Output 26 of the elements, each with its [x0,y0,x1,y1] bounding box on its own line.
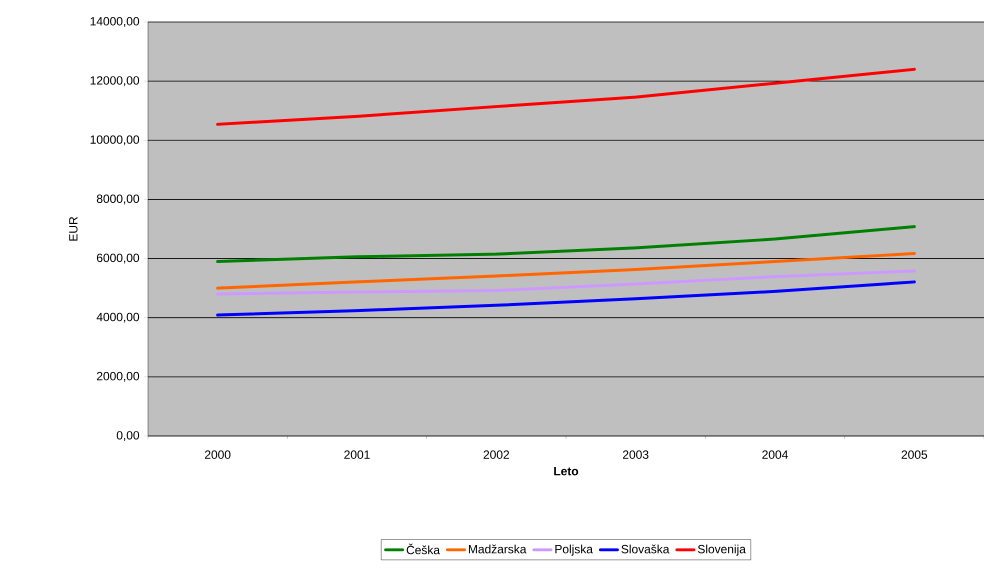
legend-label: Madžarska [468,544,526,554]
y-axis-title: EUR [69,216,78,241]
line-series [216,225,916,264]
x-tick-label: 2001 [344,450,370,459]
y-tick-label: 4000,00 [96,312,140,323]
line-series [216,252,916,290]
y-tick-label: 2000,00 [96,372,140,382]
x-tick-label: 2000 [204,450,230,459]
line-series [216,68,916,126]
line-series [216,269,916,296]
x-tick-label: 2003 [622,450,648,459]
y-tick-label: 0,00 [116,431,140,441]
y-tick-label: 14000,00 [90,17,140,27]
x-axis-title: Leto [554,467,578,476]
x-tick-label: 2002 [484,450,510,459]
legend-label: Slovaška [621,544,670,554]
x-tick-label: 2005 [902,450,928,459]
legend-label: Češka [406,544,440,554]
y-tick-label: 12000,00 [90,76,140,86]
y-tick-label: 6000,00 [96,254,140,264]
legend-label: Poljska [555,544,593,556]
legend-label: Slovenija [698,544,746,556]
y-tick-label: 10000,00 [90,135,140,146]
line-series [216,280,916,317]
y-tick-label: 8000,00 [96,194,140,204]
x-tick-label: 2004 [762,450,788,459]
